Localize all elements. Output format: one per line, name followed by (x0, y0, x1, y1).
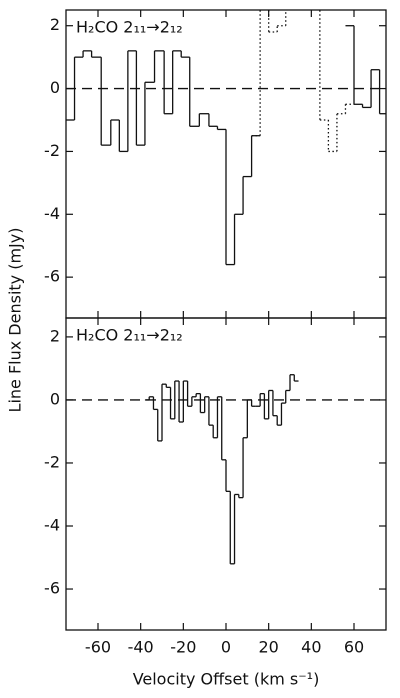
y-tick-label: -4 (44, 516, 60, 535)
y-tick-label: 2 (50, 15, 60, 34)
x-axis-label: Velocity Offset (km s⁻¹) (133, 670, 320, 689)
annotation: H₂CO 2₁₁→2₁₂ (76, 326, 183, 345)
x-tick-label: 20 (258, 638, 278, 657)
y-tick-label: -2 (44, 141, 60, 160)
y-tick-label: -4 (44, 204, 60, 223)
annotation: H₂CO 2₁₁→2₁₂ (76, 18, 183, 37)
y-axis-label: Line Flux Density (mJy) (6, 228, 25, 413)
x-tick-label: -60 (85, 638, 111, 657)
y-tick-label: -6 (44, 267, 60, 286)
y-tick-label: -6 (44, 579, 60, 598)
x-tick-label: 60 (344, 638, 364, 657)
x-tick-label: 0 (221, 638, 231, 657)
x-tick-label: -20 (170, 638, 196, 657)
plot-area (144, 374, 299, 565)
y-tick-label: -2 (44, 452, 60, 471)
y-tick-label: 0 (50, 389, 60, 408)
y-tick-label: 0 (50, 78, 60, 97)
plot-area (66, 10, 386, 266)
y-tick-label: 2 (50, 326, 60, 345)
x-tick-label: -40 (128, 638, 154, 657)
x-tick-label: 40 (301, 638, 321, 657)
